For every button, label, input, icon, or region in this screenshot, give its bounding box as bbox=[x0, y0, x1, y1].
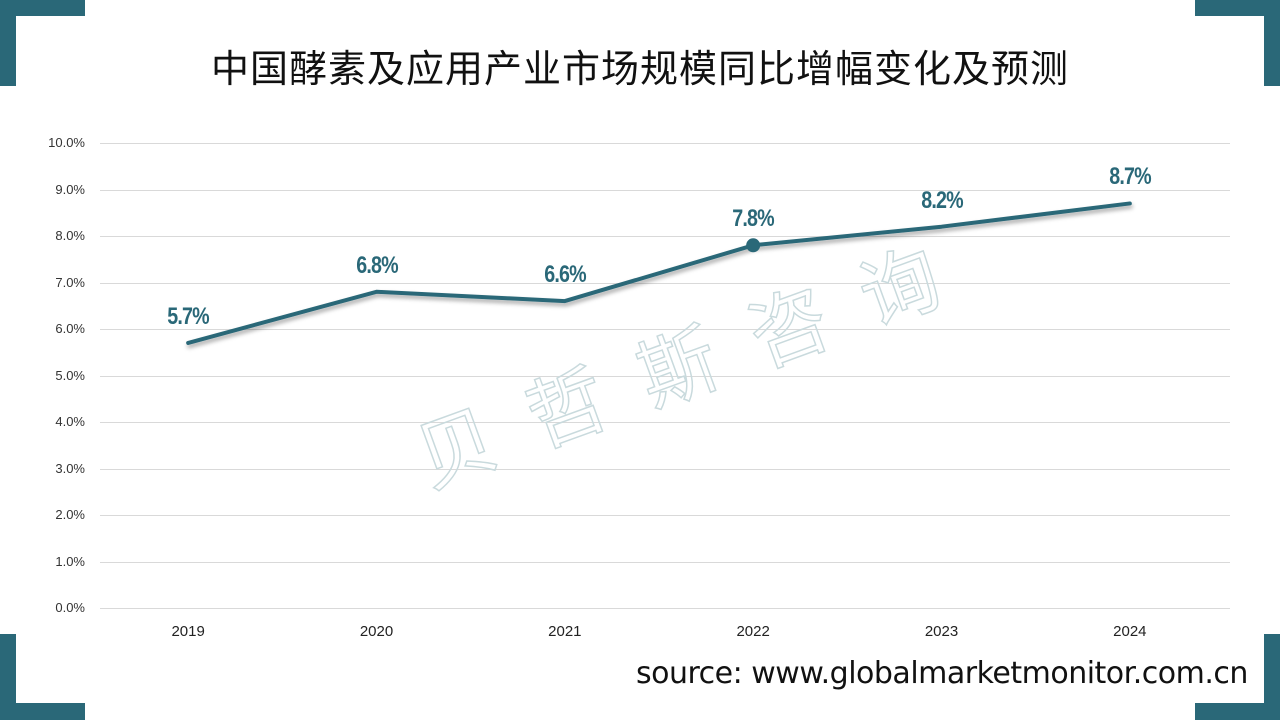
corner-bracket-top-left-v bbox=[0, 0, 16, 86]
y-tick-label: 10.0% bbox=[48, 135, 85, 150]
corner-bracket-bottom-left-h bbox=[0, 703, 85, 720]
x-tick-label: 2022 bbox=[736, 623, 770, 640]
series-line bbox=[186, 201, 1132, 345]
y-tick-label: 5.0% bbox=[55, 367, 85, 383]
x-tick-label: 2020 bbox=[359, 623, 394, 640]
corner-bracket-top-right-h bbox=[1195, 0, 1280, 16]
gridline bbox=[100, 329, 1230, 330]
corner-bracket-bottom-right-h bbox=[1195, 703, 1280, 720]
y-tick-label: 2.0% bbox=[55, 507, 85, 522]
corner-bracket-bottom-right-v bbox=[1264, 634, 1280, 720]
gridline bbox=[100, 375, 1230, 377]
y-tick-label: 4.0% bbox=[55, 414, 85, 429]
gridline bbox=[100, 236, 1230, 237]
gridline bbox=[100, 282, 1230, 284]
gridline bbox=[100, 608, 1230, 609]
chart-title: 中国酵素及应用产业市场规模同比增幅变化及预测 bbox=[210, 47, 1069, 91]
data-point-marker bbox=[746, 238, 761, 253]
y-tick-label: 9.0% bbox=[55, 181, 85, 197]
gridline bbox=[100, 561, 1230, 563]
gridline bbox=[100, 468, 1230, 470]
y-tick-label: 0.0% bbox=[55, 600, 85, 615]
corner-bracket-bottom-left-v bbox=[0, 634, 16, 720]
source-text: source: www.globalmarketmonitor.com.cn bbox=[636, 656, 1248, 691]
data-label: 6.8% bbox=[355, 251, 398, 279]
corner-bracket-top-right-v bbox=[1264, 0, 1280, 86]
y-tick-label: 1.0% bbox=[55, 553, 85, 569]
x-tick-label: 2021 bbox=[548, 623, 582, 640]
data-label: 8.7% bbox=[1109, 163, 1151, 191]
data-label: 6.6% bbox=[544, 261, 586, 289]
y-tick-label: 3.0% bbox=[55, 460, 85, 476]
gridline bbox=[100, 422, 1230, 423]
data-label: 7.8% bbox=[732, 205, 774, 233]
y-tick-label: 7.0% bbox=[55, 274, 85, 290]
x-tick-label: 2024 bbox=[1113, 623, 1147, 640]
y-tick-label: 8.0% bbox=[55, 228, 85, 243]
x-tick-label: 2019 bbox=[171, 623, 205, 640]
x-tick-label: 2023 bbox=[924, 623, 959, 640]
data-label: 8.2% bbox=[920, 186, 963, 214]
gridline bbox=[100, 143, 1230, 144]
y-tick-label: 6.0% bbox=[55, 321, 85, 336]
data-label: 5.7% bbox=[167, 302, 209, 330]
gridline bbox=[100, 189, 1230, 191]
gridline bbox=[100, 515, 1230, 516]
corner-bracket-top-left-h bbox=[0, 0, 85, 16]
